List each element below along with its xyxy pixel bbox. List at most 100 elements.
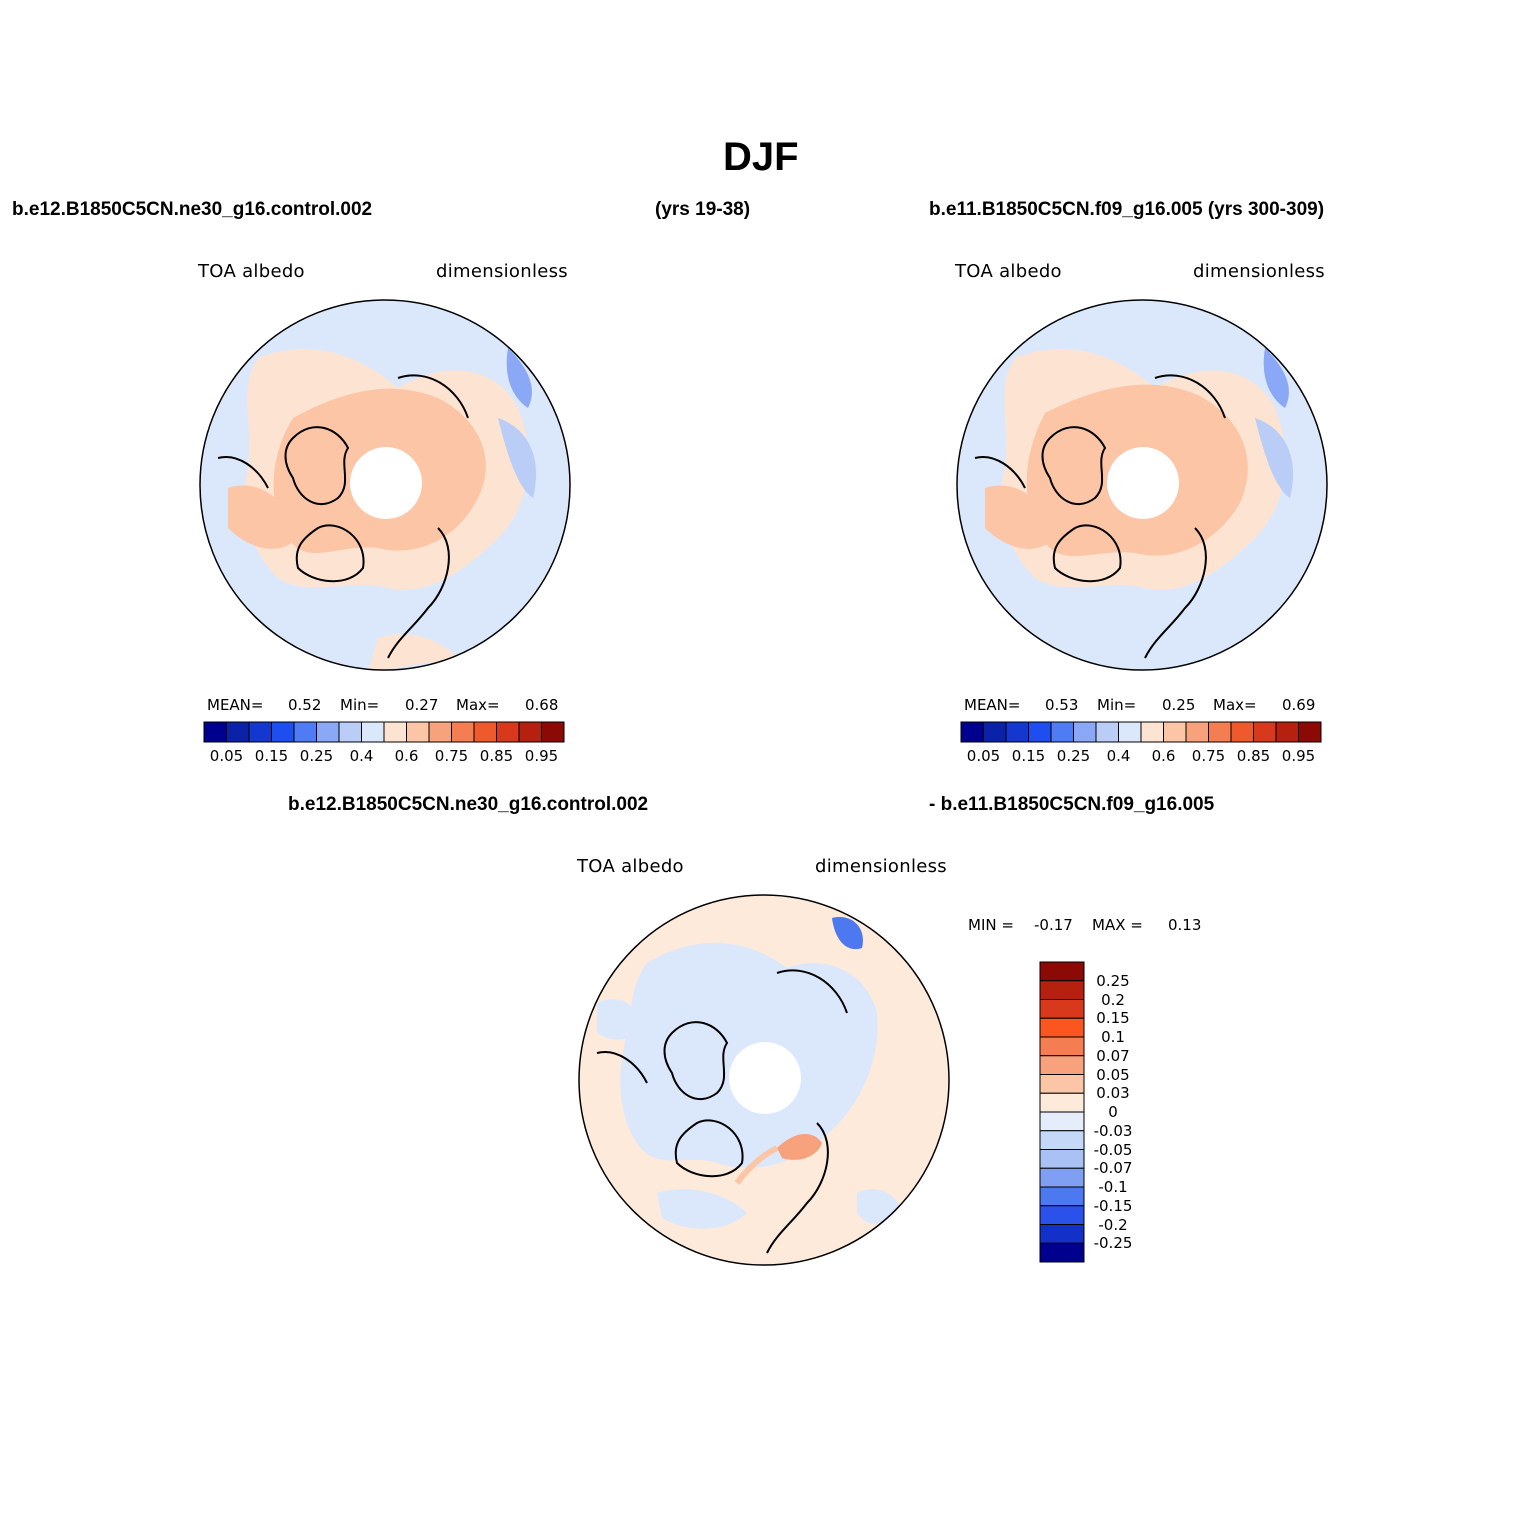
colorbar-swatch bbox=[1028, 721, 1052, 743]
diff-max-value: 0.13 bbox=[1168, 916, 1202, 934]
panel2-max-label: Max= bbox=[1213, 696, 1257, 714]
panel1-polar-map bbox=[199, 299, 571, 671]
colorbar-swatch bbox=[1073, 721, 1097, 743]
colorbar-tick-label: 0.85 bbox=[1236, 747, 1271, 765]
colorbar-swatch bbox=[496, 721, 520, 743]
diff-colorbar bbox=[1039, 961, 1085, 1263]
years-left-label: (yrs 19-38) bbox=[655, 199, 751, 220]
colorbar-tick-label: 0.6 bbox=[394, 747, 419, 765]
colorbar-swatch bbox=[406, 721, 430, 743]
colorbar-tick-label: -0.15 bbox=[1093, 1196, 1133, 1215]
panel2-units-label: dimensionless bbox=[1193, 261, 1325, 282]
colorbar-swatch bbox=[203, 721, 227, 743]
diff-max-label: MAX = bbox=[1092, 916, 1143, 934]
colorbar-swatch bbox=[1140, 721, 1164, 743]
panel2-variable-label: TOA albedo bbox=[955, 261, 1062, 282]
colorbar-tick-label: 0.2 bbox=[1101, 990, 1125, 1009]
colorbar-swatch bbox=[473, 721, 497, 743]
panel1-colorbar bbox=[203, 721, 565, 743]
colorbar-swatch bbox=[383, 721, 407, 743]
diff-case-right-label: - b.e11.B1850C5CN.f09_g16.005 bbox=[929, 794, 1215, 815]
colorbar-swatch bbox=[1039, 1242, 1085, 1263]
diff-case-left-label: b.e12.B1850C5CN.ne30_g16.control.002 bbox=[288, 794, 649, 815]
colorbar-swatch bbox=[293, 721, 317, 743]
colorbar-tick-label: -0.03 bbox=[1093, 1121, 1133, 1140]
colorbar-swatch bbox=[428, 721, 452, 743]
panel2-polar-map bbox=[956, 299, 1328, 671]
colorbar-tick-label: 0.15 bbox=[1096, 1009, 1130, 1028]
panel1-units-label: dimensionless bbox=[436, 261, 568, 282]
colorbar-tick-label: -0.1 bbox=[1098, 1178, 1128, 1196]
colorbar-tick-label: 0.25 bbox=[299, 747, 334, 765]
colorbar-swatch bbox=[1275, 721, 1299, 743]
colorbar-tick-label: 0.05 bbox=[1096, 1065, 1130, 1084]
panel1-max-value: 0.68 bbox=[525, 696, 559, 714]
colorbar-tick-label: 0.75 bbox=[1191, 747, 1226, 765]
diff-units-label: dimensionless bbox=[815, 856, 947, 877]
colorbar-swatch bbox=[960, 721, 984, 743]
colorbar-tick-label: 0.95 bbox=[1281, 747, 1316, 765]
colorbar-swatch bbox=[316, 721, 340, 743]
colorbar-swatch bbox=[338, 721, 362, 743]
colorbar-tick-label: 0.6 bbox=[1151, 747, 1176, 765]
colorbar-swatch bbox=[1050, 721, 1074, 743]
colorbar-tick-label: 0.95 bbox=[524, 747, 559, 765]
colorbar-tick-label: -0.2 bbox=[1098, 1215, 1128, 1234]
panel2-colorbar bbox=[960, 721, 1322, 743]
panel1-colorbar-labels: 0.05 0.15 0.25 0.4 0.6 0.75 0.85 0.95 bbox=[204, 747, 564, 767]
colorbar-tick-label: 0 bbox=[1108, 1103, 1118, 1121]
case-right-label: b.e11.B1850C5CN.f09_g16.005 (yrs 300-309… bbox=[929, 199, 1325, 220]
colorbar-tick-label: 0.03 bbox=[1096, 1084, 1130, 1103]
colorbar-swatch bbox=[1185, 721, 1209, 743]
colorbar-tick-label: 0.05 bbox=[966, 747, 1001, 765]
colorbar-tick-label: 0.07 bbox=[1096, 1046, 1130, 1065]
colorbar-swatch bbox=[1230, 721, 1254, 743]
panel1-variable-label: TOA albedo bbox=[198, 261, 305, 282]
colorbar-swatch bbox=[361, 721, 385, 743]
colorbar-tick-label: 0.25 bbox=[1096, 971, 1130, 990]
page-title: DJF bbox=[723, 135, 799, 179]
colorbar-tick-label: 0.4 bbox=[1106, 747, 1131, 765]
diff-variable-label: TOA albedo bbox=[577, 856, 684, 877]
colorbar-tick-label: -0.05 bbox=[1093, 1140, 1133, 1159]
colorbar-swatch bbox=[541, 721, 565, 743]
colorbar-swatch bbox=[1005, 721, 1029, 743]
colorbar-swatch bbox=[518, 721, 542, 743]
colorbar-swatch bbox=[248, 721, 272, 743]
diff-min-value: -0.17 bbox=[1034, 916, 1073, 934]
panel2-max-value: 0.69 bbox=[1282, 696, 1316, 714]
colorbar-tick-label: 0.85 bbox=[479, 747, 514, 765]
colorbar-tick-label: 0.05 bbox=[209, 747, 244, 765]
colorbar-swatch bbox=[983, 721, 1007, 743]
colorbar-tick-label: 0.4 bbox=[349, 747, 374, 765]
colorbar-swatch bbox=[1163, 721, 1187, 743]
colorbar-tick-label: 0.15 bbox=[254, 747, 289, 765]
case-left-label: b.e12.B1850C5CN.ne30_g16.control.002 bbox=[12, 199, 373, 220]
diff-colorbar-labels: 0.25 0.2 0.15 0.1 0.07 0.05 0.03 0 -0.03 -0.05 -0.… bbox=[1078, 962, 1148, 1262]
colorbar-tick-label: 0.25 bbox=[1056, 747, 1091, 765]
colorbar-swatch bbox=[1298, 721, 1322, 743]
colorbar-swatch bbox=[226, 721, 250, 743]
colorbar-tick-label: -0.07 bbox=[1093, 1159, 1133, 1178]
colorbar-tick-label: 0.75 bbox=[434, 747, 469, 765]
panel2-min-value: 0.25 bbox=[1162, 696, 1196, 714]
panel1-min-label: Min= bbox=[340, 696, 380, 714]
colorbar-tick-label: 0.15 bbox=[1011, 747, 1046, 765]
colorbar-swatch bbox=[1118, 721, 1142, 743]
diff-polar-map bbox=[578, 894, 950, 1266]
colorbar-swatch bbox=[1208, 721, 1232, 743]
panel2-min-label: Min= bbox=[1097, 696, 1137, 714]
colorbar-tick-label: 0.1 bbox=[1101, 1028, 1125, 1046]
panel2-colorbar-labels: 0.05 0.15 0.25 0.4 0.6 0.75 0.85 0.95 bbox=[961, 747, 1321, 767]
panel2-mean-value: 0.53 bbox=[1045, 696, 1079, 714]
colorbar-swatch bbox=[271, 721, 295, 743]
panel1-min-value: 0.27 bbox=[405, 696, 439, 714]
panel1-mean-label: MEAN= bbox=[207, 696, 264, 714]
panel1-max-label: Max= bbox=[456, 696, 500, 714]
colorbar-tick-label: -0.25 bbox=[1093, 1234, 1133, 1253]
colorbar-swatch bbox=[1253, 721, 1277, 743]
colorbar-swatch bbox=[451, 721, 475, 743]
panel1-mean-value: 0.52 bbox=[288, 696, 322, 714]
colorbar-swatch bbox=[1095, 721, 1119, 743]
diff-min-label: MIN = bbox=[968, 916, 1014, 934]
